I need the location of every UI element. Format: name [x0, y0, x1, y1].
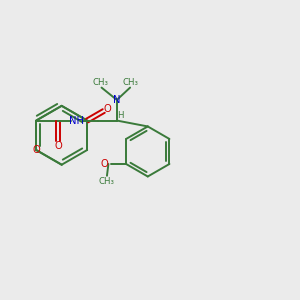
Text: O: O	[54, 141, 62, 151]
Text: CH₃: CH₃	[123, 78, 139, 87]
Text: O: O	[104, 103, 112, 114]
Text: CH₃: CH₃	[99, 177, 115, 186]
Text: N: N	[113, 95, 121, 105]
Text: H: H	[117, 111, 124, 120]
Text: O: O	[32, 145, 40, 155]
Text: NH: NH	[69, 116, 84, 126]
Text: O: O	[101, 159, 108, 169]
Text: CH₃: CH₃	[93, 78, 109, 87]
